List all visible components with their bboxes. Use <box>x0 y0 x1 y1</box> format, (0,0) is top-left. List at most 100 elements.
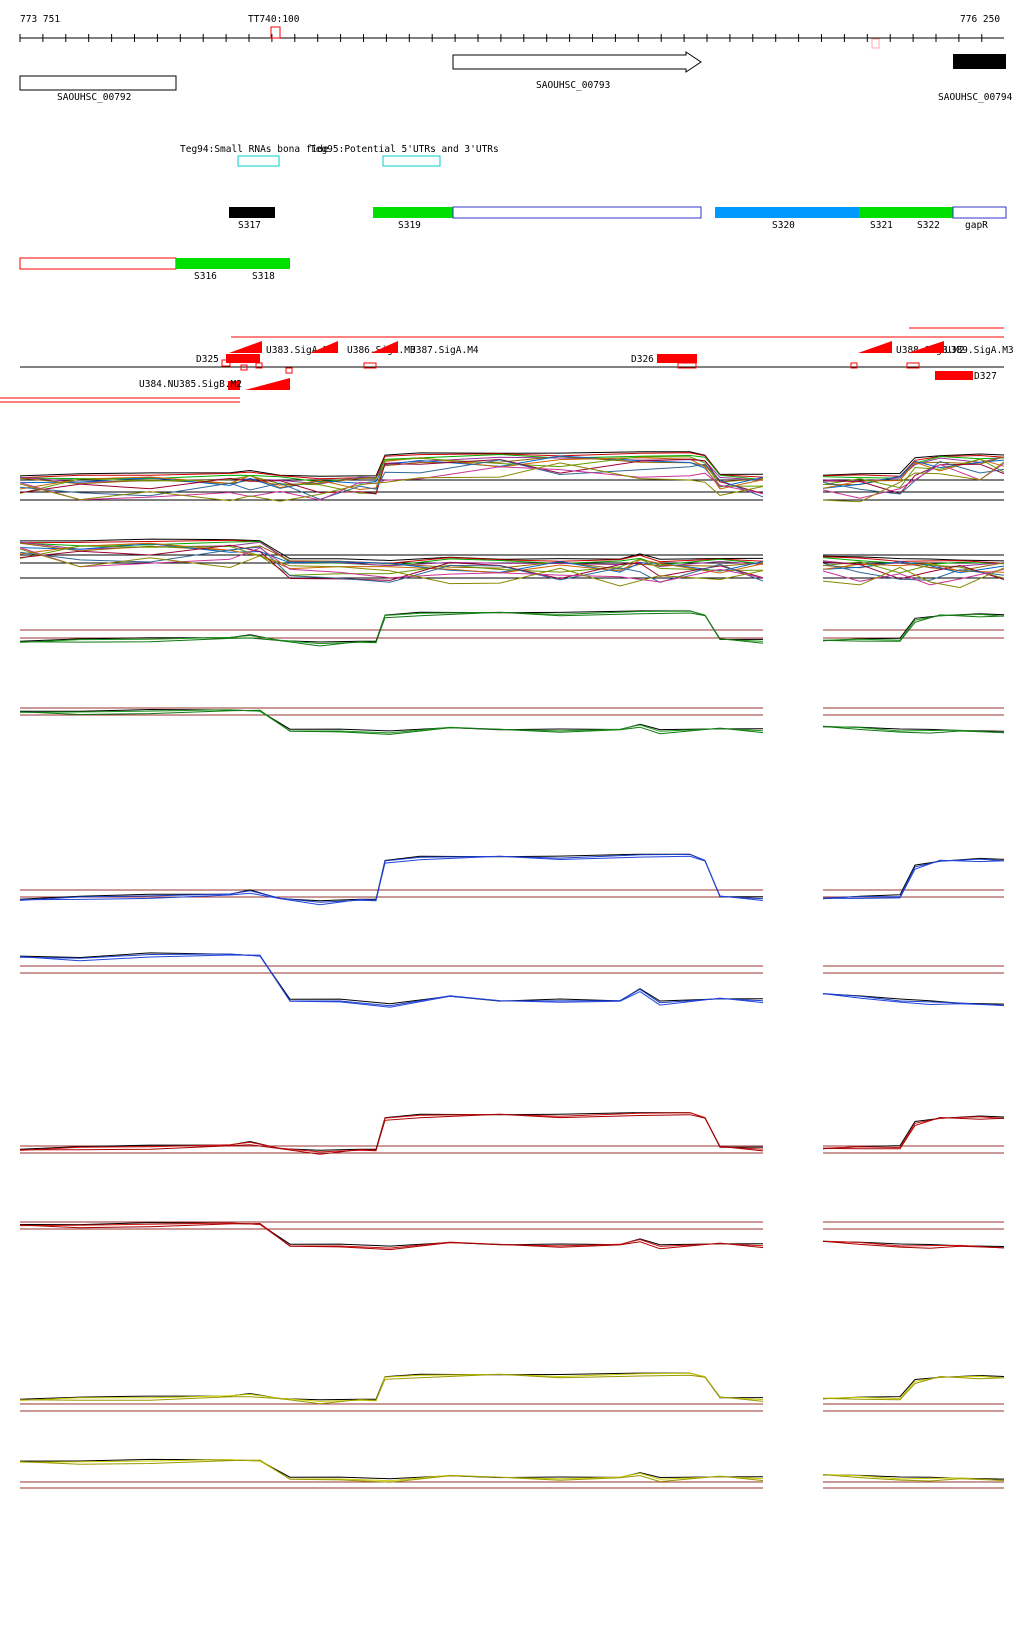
feature-u385-block[interactable] <box>228 381 240 390</box>
expression-curve <box>822 1116 1005 1150</box>
feature-u387-arrow[interactable] <box>371 341 398 353</box>
segment-s316-open[interactable] <box>19 257 177 270</box>
segment-label-s318: S318 <box>252 271 275 282</box>
teg94-box[interactable] <box>237 155 280 167</box>
segment-s317[interactable] <box>229 207 275 218</box>
gene-label-00793: SAOUHSC_00793 <box>536 80 610 91</box>
expression-curve <box>822 1240 1005 1249</box>
expression-curve <box>822 561 1005 579</box>
feature-d325[interactable] <box>226 354 260 363</box>
expression-curve <box>823 859 1005 899</box>
feature-mark-4 <box>677 362 697 369</box>
expression-curve <box>19 853 764 902</box>
expression-curve <box>19 547 764 583</box>
ruler-marker-label: TT740:100 <box>248 14 300 25</box>
expression-curve <box>19 1222 764 1249</box>
segment-s319-open[interactable] <box>452 206 702 219</box>
expression-curve <box>19 953 764 1007</box>
expression-curve <box>822 461 1005 503</box>
expression-curve <box>822 458 1005 489</box>
expression-curve <box>19 455 764 489</box>
feature-d327[interactable] <box>935 371 973 380</box>
expression-curve <box>19 1222 764 1247</box>
expression-curve <box>19 457 764 491</box>
expression-curve <box>822 463 1005 495</box>
expression-curve <box>19 1459 764 1482</box>
feature-u384-arrow[interactable] <box>245 378 290 390</box>
expression-curve <box>19 453 764 483</box>
feature-u383-arrow[interactable] <box>229 341 262 353</box>
expression-curve <box>19 452 764 480</box>
segment-gapr[interactable] <box>952 206 1007 219</box>
expression-curve <box>20 708 764 732</box>
feature-mark-1 <box>221 359 231 367</box>
segment-s316-s318[interactable] <box>176 258 290 269</box>
gene-label-00792: SAOUHSC_00792 <box>57 92 131 103</box>
expression-curve <box>19 458 764 495</box>
expression-curve <box>822 993 1005 1006</box>
expression-curve <box>19 610 764 645</box>
feature-mark-8 <box>240 364 248 371</box>
feature-label-u387: U387.SigA.M4 <box>410 345 479 356</box>
feature-u386-arrow[interactable] <box>310 341 338 353</box>
segment-track-1: S317 S319 S320 S321 S322 gapR <box>229 206 1007 231</box>
expression-curve <box>19 539 764 564</box>
expression-curve <box>822 857 1005 900</box>
feature-label-u383: U383.SigA.M3 <box>266 345 335 356</box>
expression-curve <box>822 1115 1005 1150</box>
expression-curve <box>19 1373 764 1405</box>
expression-curve <box>822 460 1005 495</box>
teg-track: Teg94:Small RNAs bona fide Teg95:Potenti… <box>180 144 499 167</box>
feature-mark-6 <box>906 362 920 369</box>
expression-curve <box>822 614 1005 642</box>
teg95-box[interactable] <box>382 155 441 167</box>
feature-label-d327: D327 <box>974 371 997 382</box>
expression-curve <box>822 1474 1005 1482</box>
gene-saouhsc-00792[interactable] <box>19 75 177 91</box>
expression-curve <box>822 454 1005 477</box>
expression-tracks <box>19 451 1005 1489</box>
segment-s320[interactable] <box>715 207 859 218</box>
feature-label-d325: D325 <box>196 354 219 365</box>
expression-curve <box>19 952 764 1005</box>
feature-d326[interactable] <box>657 354 697 363</box>
feature-label-u384: U384.NU385.SigB.M2 <box>139 379 242 390</box>
expression-curve <box>822 858 1005 899</box>
expression-curve <box>822 613 1005 641</box>
expression-curve <box>19 462 764 502</box>
feature-label-d326: D326 <box>631 354 654 365</box>
gene-track: SAOUHSC_00792 SAOUHSC_00793 SAOUHSC_0079… <box>19 51 1013 103</box>
segment-s319-green[interactable] <box>373 207 453 218</box>
feature-label-u389: U389.SigA.M3 <box>945 345 1014 356</box>
expression-curve <box>822 993 1005 1007</box>
expression-curve <box>19 954 764 1008</box>
ruler-end-label: 776 250 <box>960 14 1000 25</box>
segment-label-s317: S317 <box>238 220 261 231</box>
expression-curve <box>822 568 1005 586</box>
gene-saouhsc-00794[interactable] <box>953 54 1006 69</box>
expression-curve <box>19 611 764 647</box>
segment-s321-s322[interactable] <box>859 207 953 218</box>
feature-track: D325 U383.SigA.M3 U386.SigA.M3 U387.SigA… <box>0 327 1014 403</box>
expression-curve <box>19 545 764 576</box>
expression-curve <box>822 725 1005 734</box>
expression-curve <box>822 725 1005 734</box>
segment-label-s316: S316 <box>194 271 217 282</box>
gene-saouhsc-00793[interactable] <box>452 51 702 73</box>
ruler-marker[interactable] <box>270 26 281 39</box>
segment-label-s322: S322 <box>917 220 940 231</box>
gene-label-00794: SAOUHSC_00794 <box>938 92 1013 103</box>
feature-u389-arrow[interactable] <box>908 341 944 353</box>
expression-curve <box>822 556 1005 564</box>
segment-label-s319: S319 <box>398 220 421 231</box>
expression-curve <box>822 453 1005 476</box>
expression-curve <box>822 562 1005 573</box>
segment-label-gapr: gapR <box>965 220 988 231</box>
expression-curve <box>19 543 764 573</box>
expression-curve <box>19 1459 764 1483</box>
expression-curve <box>822 613 1005 642</box>
feature-u388-arrow[interactable] <box>858 341 892 353</box>
expression-curve <box>19 1222 764 1251</box>
expression-curve <box>822 1240 1005 1249</box>
